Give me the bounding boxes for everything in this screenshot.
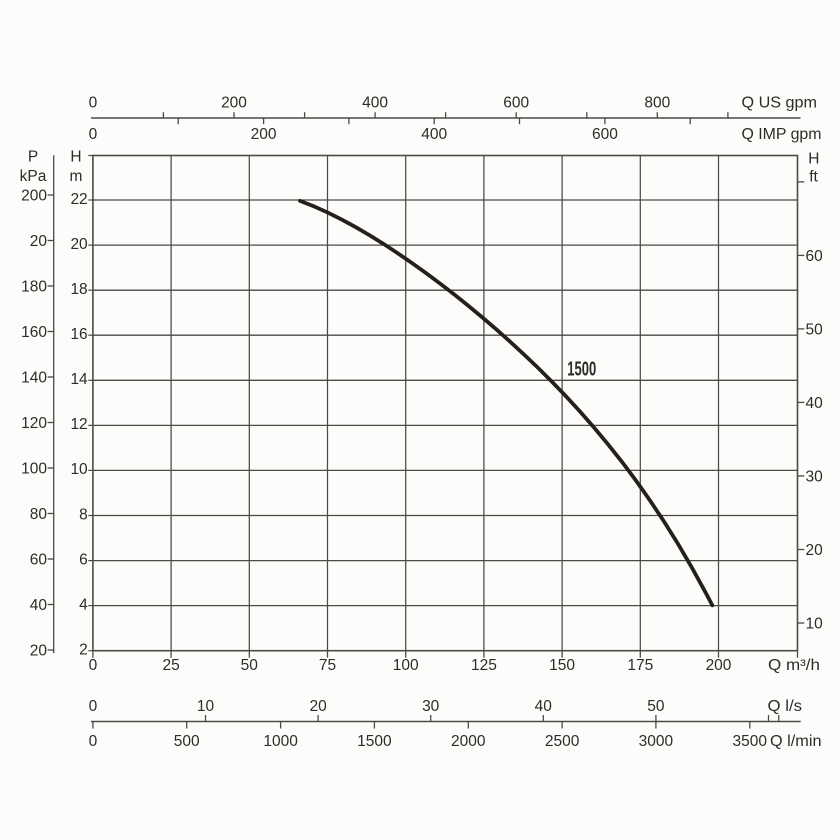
svg-text:4: 4 [79,596,88,613]
svg-text:50: 50 [241,657,259,674]
svg-text:0: 0 [89,126,98,143]
svg-text:6: 6 [79,551,88,568]
svg-text:200: 200 [221,95,247,112]
svg-text:22: 22 [70,191,87,208]
svg-text:0: 0 [89,698,98,715]
svg-text:400: 400 [421,126,447,143]
svg-text:20: 20 [309,698,327,715]
svg-text:50: 50 [647,698,665,715]
svg-text:40: 40 [806,395,824,412]
svg-text:0: 0 [89,657,98,674]
svg-text:Q l/min: Q l/min [770,733,822,750]
svg-text:200: 200 [706,657,732,674]
svg-text:800: 800 [644,95,670,112]
svg-text:H: H [808,150,819,167]
svg-text:Q l/s: Q l/s [768,698,803,715]
svg-text:100: 100 [21,460,47,477]
svg-text:16: 16 [70,326,87,343]
svg-text:10: 10 [806,615,824,632]
svg-text:0: 0 [89,95,98,112]
svg-text:100: 100 [393,657,419,674]
svg-text:20: 20 [30,642,48,659]
svg-text:175: 175 [627,657,653,674]
svg-text:H: H [70,148,81,165]
svg-text:50: 50 [806,321,824,338]
svg-text:20: 20 [70,236,88,253]
svg-text:m: m [70,168,83,185]
svg-text:30: 30 [422,698,440,715]
svg-text:Q m³/h: Q m³/h [768,657,820,674]
svg-text:14: 14 [70,371,88,388]
svg-text:120: 120 [21,415,47,432]
svg-text:200: 200 [21,187,47,204]
svg-text:180: 180 [21,278,47,295]
svg-text:25: 25 [162,657,179,674]
svg-text:18: 18 [70,281,87,298]
svg-text:40: 40 [535,698,553,715]
svg-text:80: 80 [30,506,48,523]
svg-text:30: 30 [806,468,824,485]
svg-text:200: 200 [251,126,277,143]
svg-text:20: 20 [30,233,48,250]
svg-text:125: 125 [471,657,497,674]
svg-text:3500: 3500 [733,733,768,750]
svg-text:20: 20 [806,542,824,559]
svg-text:P: P [28,148,38,165]
svg-text:60: 60 [806,248,824,265]
svg-text:150: 150 [549,657,575,674]
svg-text:10: 10 [70,461,88,478]
svg-text:75: 75 [319,657,336,674]
svg-text:0: 0 [89,733,98,750]
svg-text:Q US gpm: Q US gpm [742,95,818,112]
svg-text:1500: 1500 [567,358,596,381]
svg-text:10: 10 [197,698,215,715]
svg-text:2500: 2500 [545,733,580,750]
svg-text:2000: 2000 [451,733,486,750]
svg-text:Q IMP gpm: Q IMP gpm [742,126,822,143]
svg-text:1500: 1500 [357,733,392,750]
svg-text:140: 140 [21,369,47,386]
svg-text:500: 500 [174,733,200,750]
svg-text:40: 40 [30,597,48,614]
svg-text:12: 12 [70,416,87,433]
svg-text:3000: 3000 [639,733,674,750]
svg-text:60: 60 [30,551,48,568]
svg-text:8: 8 [79,506,88,523]
svg-text:400: 400 [362,95,388,112]
svg-text:2: 2 [79,642,88,659]
svg-text:ft: ft [809,169,818,186]
svg-text:1000: 1000 [263,733,298,750]
svg-text:160: 160 [21,324,47,341]
svg-text:600: 600 [592,126,618,143]
svg-text:600: 600 [503,95,529,112]
svg-text:kPa: kPa [20,168,47,185]
